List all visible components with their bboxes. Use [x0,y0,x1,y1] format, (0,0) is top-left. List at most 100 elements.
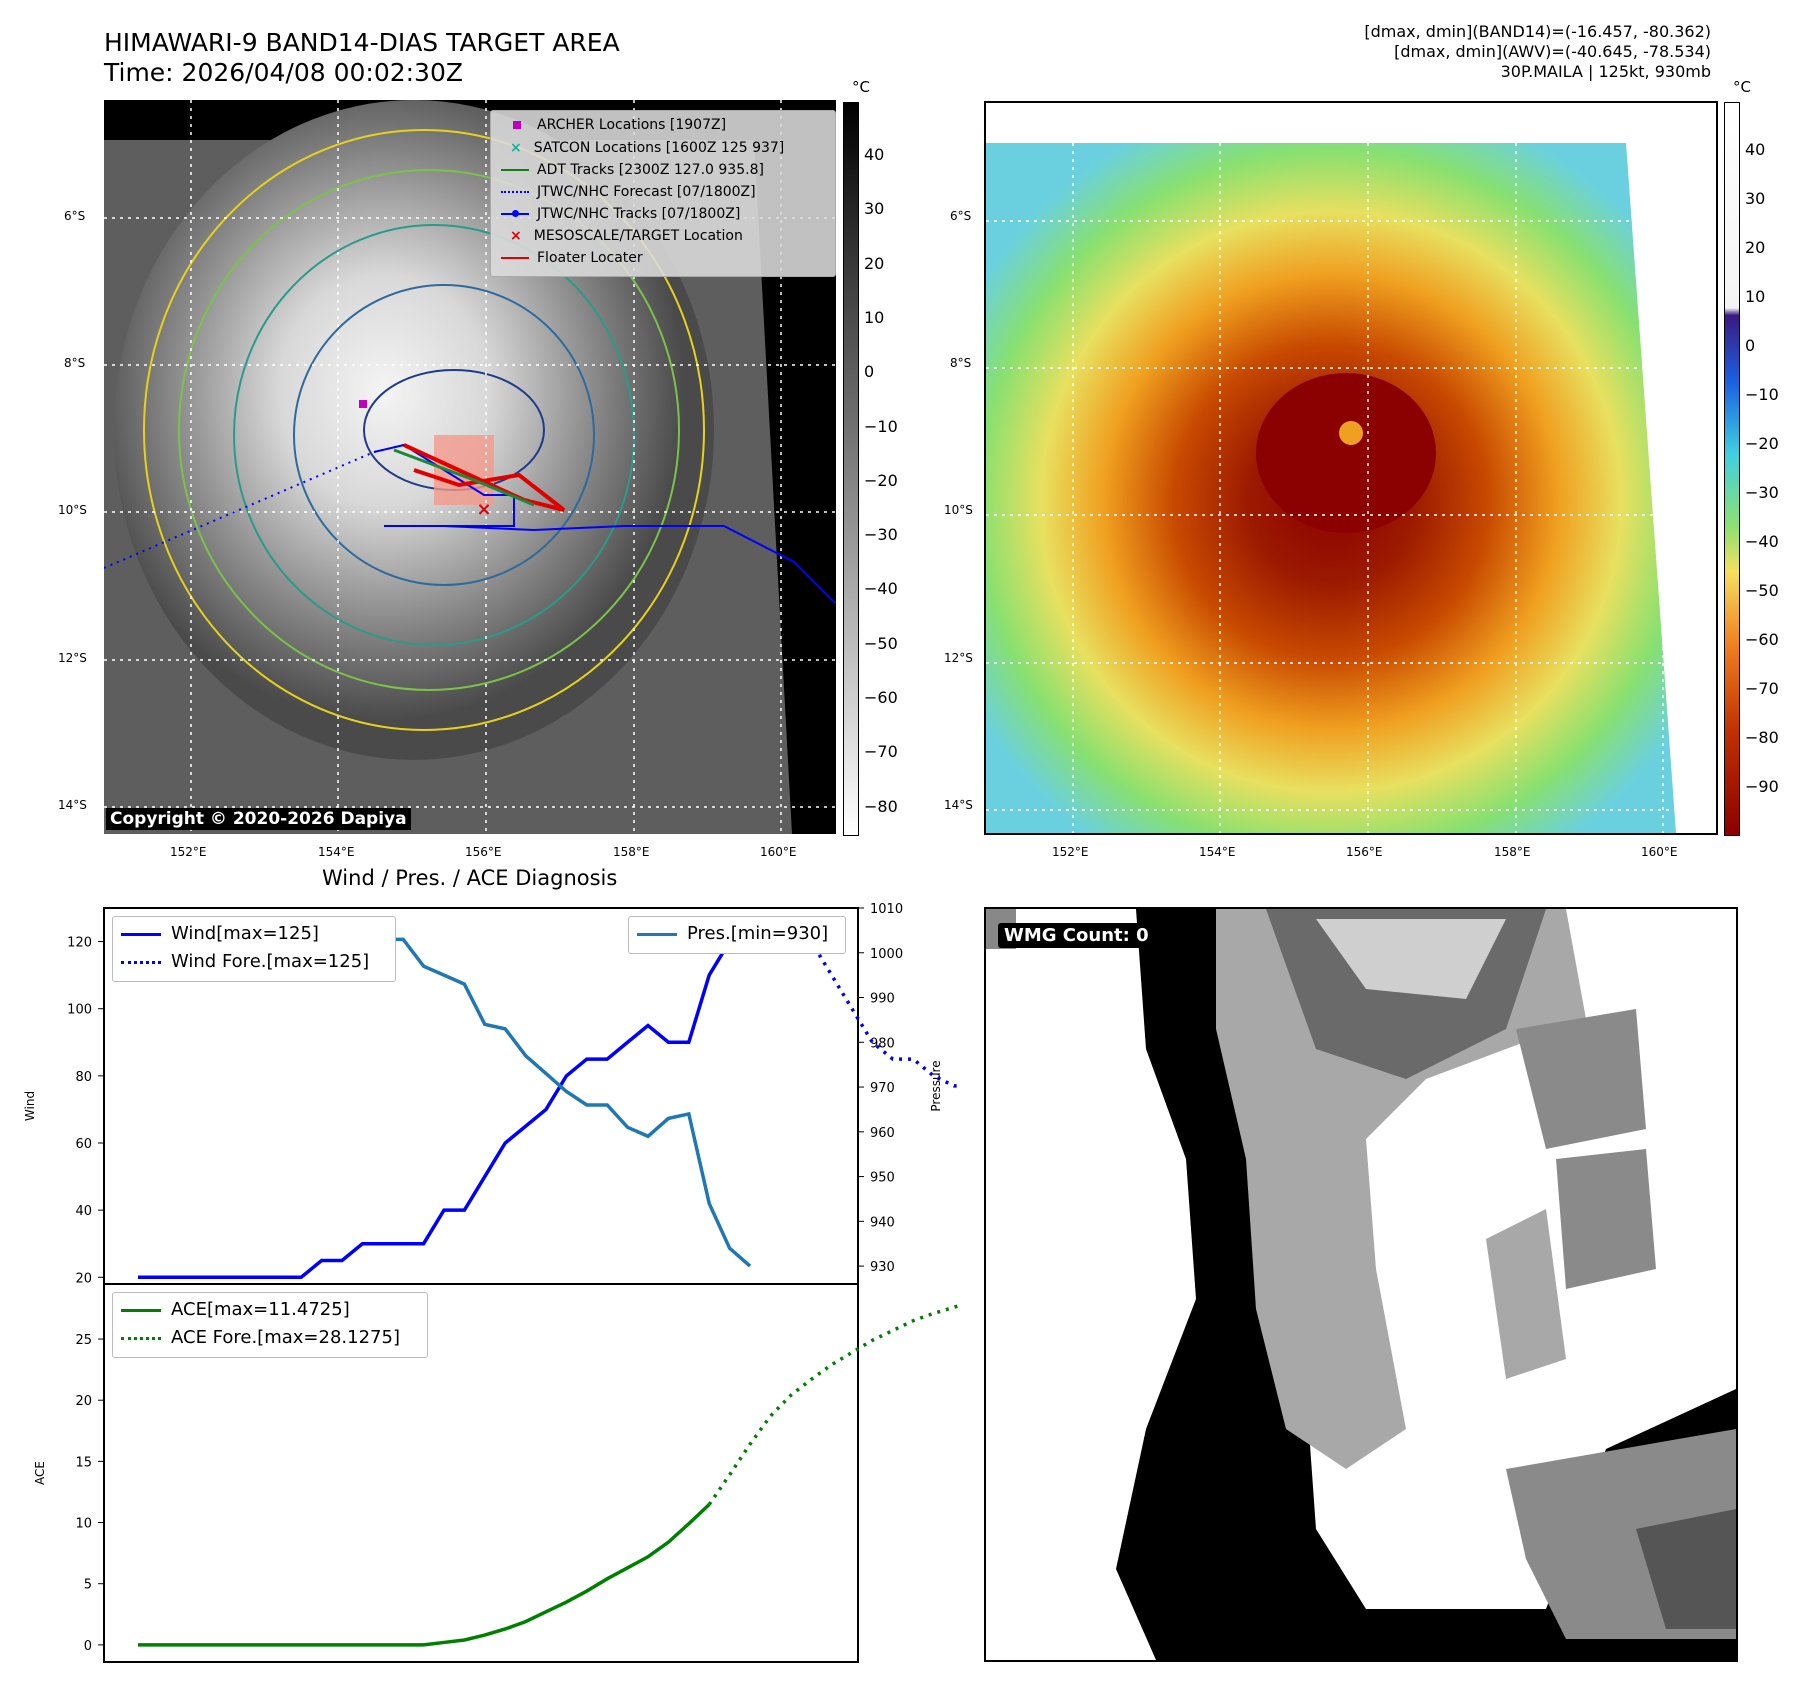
lat-label: 10°S [944,503,973,517]
lon-label: 158°E [1494,845,1531,859]
lon-label: 152°E [1052,845,1089,859]
y-tick-label: 120 [67,936,92,951]
y-tick-label: 100 [67,1003,92,1018]
lat-label: 14°S [944,798,973,812]
lon-label: 158°E [613,845,650,859]
y-axis-label: ACE [33,1461,47,1485]
svg-text:×: × [476,499,491,520]
colorbar-tick-label: −70 [864,742,898,762]
title-line-2: Time: 2026/04/08 00:02:30Z [104,58,463,87]
lon-label: 152°E [170,845,207,859]
colorbar-tick-label: −30 [864,525,898,545]
colorbar-unit: °C [1733,78,1751,96]
ace-chart: 0 5 10 15 20 25 ACE [33,1283,960,1663]
colorbar-unit: °C [852,78,870,96]
legend-forecast: JTWC/NHC Forecast [07/1800Z] [501,184,756,200]
colorbar-tick-label: −80 [864,796,898,816]
legend-ace-forecast: ACE Fore.[max=28.1275] [121,1327,400,1348]
colorbar-tick-label: 20 [864,253,885,273]
dotted-line-icon [121,960,161,964]
info-line-1: [dmax, dmin](BAND14)=(-16.457, -80.362) [1364,22,1711,41]
info-line-3: 30P.MAILA | 125kt, 930mb [1500,62,1711,81]
colorbar-tick-label: −20 [1745,434,1779,453]
y2-tick-label: 1000 [870,947,903,962]
legend-mesoscale: × MESOSCALE/TARGET Location [510,228,743,244]
y-tick-label: 15 [75,1455,92,1470]
dotted-line-icon [501,191,529,193]
dotted-line-icon [121,1336,161,1340]
y-axis-label: Wind [23,1091,37,1121]
y2-tick-label: 940 [870,1215,895,1230]
colorbar-tick-label: 0 [864,362,875,382]
colorbar-tick-label: −50 [864,633,898,653]
ace-series-line-0 [138,1503,711,1647]
ace-legend: ACE[max=11.4725] ACE Fore.[max=28.1275] [112,1292,428,1358]
colorbar-tick-label: 0 [1745,336,1756,355]
lon-label: 154°E [318,845,355,859]
title-line-1: HIMAWARI-9 BAND14-DIAS TARGET AREA [104,28,620,57]
colorbar-tick-label: 30 [864,199,885,219]
diagnosis-title: Wind / Pres. / ACE Diagnosis [322,866,618,890]
y-tick-label: 20 [75,1394,92,1409]
line-marker-icon [121,932,161,936]
lat-label: 6°S [64,209,86,223]
lon-label: 156°E [1346,845,1383,859]
y-tick-label: 25 [75,1333,92,1348]
legend-floater: Floater Locater [501,250,643,266]
y2-tick-label: 930 [870,1260,895,1275]
gray-colorbar [843,102,859,836]
lat-label: 8°S [64,356,86,370]
lon-label: 154°E [1199,845,1236,859]
line-marker-icon [501,169,529,171]
color-colorbar [1724,102,1740,836]
y2-tick-label: 950 [870,1171,895,1186]
y-tick-label: 80 [75,1070,92,1085]
colorbar-tick-label: −30 [1745,483,1779,502]
legend-ace: ACE[max=11.4725] [121,1299,350,1320]
colorbar-tick-label: 40 [1745,140,1766,159]
series-line-0 [138,923,752,1280]
lon-label: 160°E [1641,845,1678,859]
storm-info: [dmax, dmin](BAND14)=(-16.457, -80.362) … [1364,22,1711,82]
colorbar-tick-label: −60 [1745,630,1779,649]
y2-tick-label: 980 [870,1036,895,1051]
y-tick-label: 40 [75,1204,92,1219]
legend-satcon: × SATCON Locations [1600Z 125 937] [510,140,785,156]
lat-label: 14°S [58,798,87,812]
square-marker-icon [513,121,521,129]
lat-label: 10°S [58,503,87,517]
legend-tracks: JTWC/NHC Tracks [07/1800Z] [501,206,740,222]
ace-plot-frame [103,1283,859,1663]
figure-title: HIMAWARI-9 BAND14-DIAS TARGET AREA Time:… [104,28,620,88]
wmg-panel: WMG Count: 0 [984,907,1738,1662]
y-tick-label: 5 [84,1578,92,1593]
y-tick-label: 10 [75,1517,92,1532]
lon-label: 160°E [760,845,797,859]
copyright-badge: Copyright © 2020-2026 Dapiya [106,808,411,830]
legend-adt: ADT Tracks [2300Z 127.0 935.8] [501,162,764,178]
legend-pressure: Pres.[min=930] [637,923,828,944]
lat-label: 8°S [950,356,972,370]
ir-gray-map: × ARCHER Locations [1907Z] × SATCON Locat… [104,100,836,834]
colorbar-tick-label: −90 [1745,777,1779,796]
colorbar-tick-label: 30 [1745,189,1766,208]
pressure-legend: Pres.[min=930] [628,916,846,954]
colorbar-tick-label: 10 [864,307,885,327]
wind-legend: Wind[max=125] Wind Fore.[max=125] [112,916,396,982]
colorbar-tick-label: 20 [1745,238,1766,257]
y2-tick-label: 1010 [870,902,903,917]
map-legend: ARCHER Locations [1907Z] × SATCON Locatio… [490,110,836,277]
colorbar-tick-label: −70 [1745,679,1779,698]
lat-label: 6°S [950,209,972,223]
y2-tick-label: 960 [870,1126,895,1141]
colorbar-tick-label: 40 [864,145,885,164]
wind-pressure-chart: 20 40 60 80 100 120 930 940 950 960 970 980 990 1000 1… [23,902,960,1286]
x-marker-icon: × [510,140,522,156]
colorbar-tick-label: −60 [864,688,898,707]
legend-wind-forecast: Wind Fore.[max=125] [121,951,369,972]
y-tick-label: 20 [75,1271,92,1286]
colorbar-tick-label: −80 [1745,728,1779,747]
lat-label: 12°S [58,651,87,665]
ir-color-map [984,101,1718,835]
y2-axis-label: Pressure [929,1060,943,1111]
